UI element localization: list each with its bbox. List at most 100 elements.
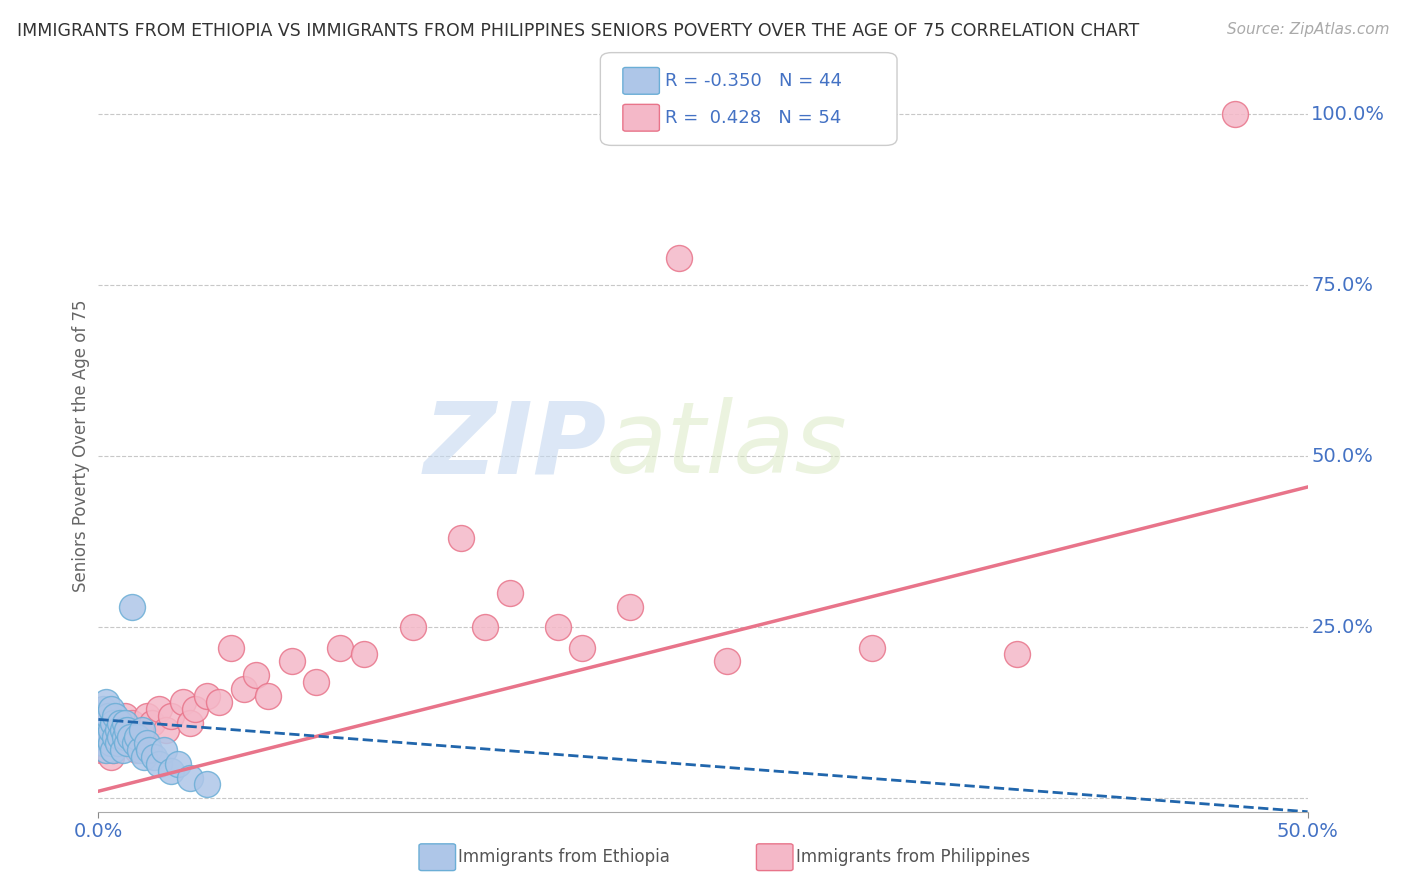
Point: [108, 730, 131, 744]
Point: [118, 730, 141, 744]
Point: [245, 668, 267, 682]
Point: [148, 702, 170, 716]
Point: [104, 730, 127, 744]
Point: [91, 730, 114, 744]
Point: [860, 640, 883, 655]
Point: [100, 723, 122, 737]
Point: [94, 715, 117, 730]
Point: [94, 723, 117, 737]
Point: [111, 743, 134, 757]
Point: [91, 736, 114, 750]
Point: [1223, 107, 1246, 121]
Text: 25.0%: 25.0%: [1312, 617, 1374, 637]
Point: [179, 771, 201, 785]
Point: [101, 715, 124, 730]
Point: [91, 715, 114, 730]
Point: [111, 730, 134, 744]
Point: [107, 736, 129, 750]
Point: [121, 599, 143, 614]
Point: [167, 756, 190, 771]
Point: [474, 620, 496, 634]
Point: [232, 681, 254, 696]
Point: [668, 251, 690, 265]
Point: [128, 743, 150, 757]
Point: [127, 743, 149, 757]
Point: [135, 709, 157, 723]
Point: [107, 736, 129, 750]
Point: [97, 736, 120, 750]
Text: atlas: atlas: [606, 398, 848, 494]
Point: [450, 531, 472, 545]
Text: 100.0%: 100.0%: [1312, 105, 1385, 124]
Point: [101, 743, 124, 757]
Point: [281, 654, 304, 668]
Point: [117, 736, 139, 750]
Point: [179, 715, 201, 730]
Text: Immigrants from Philippines: Immigrants from Philippines: [796, 848, 1031, 866]
Point: [107, 723, 129, 737]
Point: [118, 736, 141, 750]
Point: [104, 709, 127, 723]
Text: ZIP: ZIP: [423, 398, 606, 494]
Point: [195, 777, 218, 791]
Point: [90, 723, 112, 737]
Point: [547, 620, 569, 634]
Point: [148, 756, 170, 771]
Point: [121, 715, 143, 730]
Point: [353, 648, 375, 662]
Point: [91, 736, 114, 750]
Point: [402, 620, 425, 634]
Point: [90, 723, 112, 737]
Point: [160, 764, 183, 778]
Point: [141, 715, 163, 730]
Point: [104, 715, 127, 730]
Point: [108, 715, 131, 730]
Point: [152, 743, 174, 757]
Point: [131, 723, 153, 737]
Point: [160, 709, 183, 723]
Point: [1007, 648, 1029, 662]
Text: 75.0%: 75.0%: [1312, 276, 1374, 295]
Text: Source: ZipAtlas.com: Source: ZipAtlas.com: [1226, 22, 1389, 37]
Point: [329, 640, 352, 655]
Text: IMMIGRANTS FROM ETHIOPIA VS IMMIGRANTS FROM PHILIPPINES SENIORS POVERTY OVER THE: IMMIGRANTS FROM ETHIOPIA VS IMMIGRANTS F…: [17, 22, 1139, 40]
Point: [117, 723, 139, 737]
Point: [97, 709, 120, 723]
Point: [97, 730, 120, 744]
Point: [91, 702, 114, 716]
Point: [90, 743, 112, 757]
Point: [114, 709, 136, 723]
Point: [104, 730, 127, 744]
Point: [619, 599, 641, 614]
Point: [111, 723, 134, 737]
Point: [97, 723, 120, 737]
Point: [101, 736, 124, 750]
Point: [135, 736, 157, 750]
Text: R =  0.428   N = 54: R = 0.428 N = 54: [665, 109, 841, 127]
Point: [143, 750, 166, 764]
Point: [208, 695, 231, 709]
Point: [94, 743, 117, 757]
Point: [305, 674, 328, 689]
Point: [94, 695, 117, 709]
Point: [94, 743, 117, 757]
Point: [256, 689, 278, 703]
Point: [138, 743, 160, 757]
Point: [114, 715, 136, 730]
Point: [195, 689, 218, 703]
Text: Immigrants from Ethiopia: Immigrants from Ethiopia: [458, 848, 671, 866]
Point: [155, 723, 177, 737]
Point: [134, 750, 156, 764]
Point: [127, 730, 149, 744]
Point: [172, 695, 194, 709]
Point: [100, 736, 122, 750]
Y-axis label: Seniors Poverty Over the Age of 75: Seniors Poverty Over the Age of 75: [72, 300, 90, 592]
Point: [571, 640, 593, 655]
Point: [131, 723, 153, 737]
Point: [124, 730, 146, 744]
Point: [221, 640, 243, 655]
Point: [117, 723, 139, 737]
Point: [716, 654, 738, 668]
Point: [101, 743, 124, 757]
Point: [94, 730, 117, 744]
